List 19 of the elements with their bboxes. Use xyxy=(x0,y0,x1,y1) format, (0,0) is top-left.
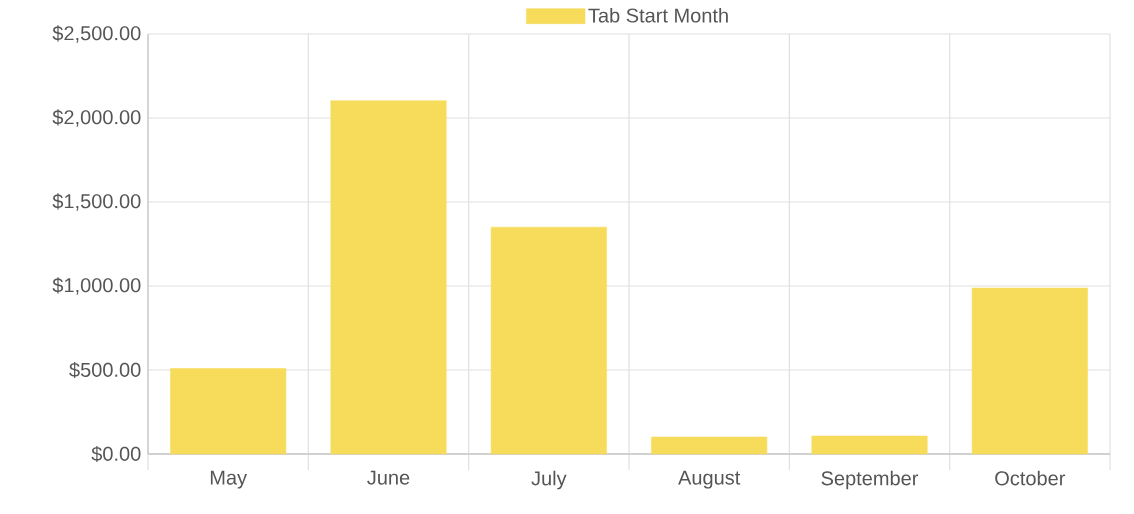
y-tick-label: $1,000.00 xyxy=(52,277,141,295)
bar xyxy=(170,368,287,455)
x-tick-label: May xyxy=(210,470,248,489)
legend-label: Tab Start Month xyxy=(588,7,728,23)
bar xyxy=(811,435,928,455)
y-tick-label: $2,000.00 xyxy=(52,109,141,127)
y-tick-label: $500.00 xyxy=(69,361,141,379)
y-tick-label: $0.00 xyxy=(91,445,141,463)
x-tick-label: August xyxy=(678,470,741,489)
y-tick-label: $2,500.00 xyxy=(52,25,141,43)
y-tick-label: $1,500.00 xyxy=(52,193,141,211)
x-tick-label: July xyxy=(531,470,567,490)
bar xyxy=(330,100,447,455)
x-tick-label: September xyxy=(821,470,919,490)
bar xyxy=(651,436,768,455)
bar xyxy=(490,226,607,455)
x-tick-label: October xyxy=(995,470,1066,486)
bar xyxy=(971,287,1088,455)
x-tick-label: June xyxy=(367,470,410,485)
